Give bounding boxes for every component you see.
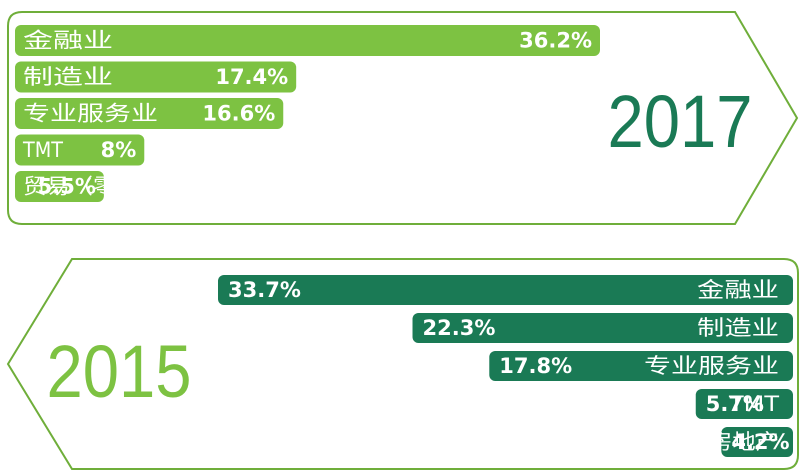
category-label-2015: 专业服务业	[644, 354, 779, 378]
category-label-2017: 贸易（零售）	[23, 175, 163, 199]
bars-2017-group: 金融业 36.2% 制造业 17.4% 专业服务业 16.6% TMT 8% 贸易（零售）5.5…	[15, 25, 600, 202]
bar-2017	[15, 134, 145, 166]
category-label-2017: 制造业	[23, 65, 113, 89]
value-label-2017: 8%	[101, 138, 137, 162]
value-label-2017: 16.6%	[202, 102, 275, 126]
value-label-2015: 33.7%	[228, 278, 301, 302]
value-label-2017: 5.5%	[38, 175, 96, 199]
bar-2017	[15, 98, 284, 129]
bar-2015	[489, 351, 793, 381]
panel-2015-arrow-outline	[6, 258, 799, 470]
bar-2017	[15, 61, 297, 93]
value-label-2015: 22.3%	[423, 316, 496, 340]
bar-2017	[15, 25, 600, 56]
bar-2017	[15, 171, 104, 202]
bar-2015	[218, 275, 793, 305]
value-label-2015: 4.2%	[731, 430, 789, 454]
value-label-2015: 17.8%	[499, 354, 572, 378]
panel-2017-arrow-outline	[7, 11, 799, 225]
bar-2015	[721, 427, 793, 457]
year-2015-label: 2015	[47, 330, 192, 413]
value-label-2017: 36.2%	[519, 29, 592, 53]
bars-2015-group: 33.7% 金融业 22.3% 制造业 17.8% 专业服务业 5.7%TMT 4.2%房地产	[218, 275, 793, 457]
category-label-2015: 房地产	[709, 430, 779, 454]
category-label-2017: 专业服务业	[23, 102, 158, 126]
category-label-2017: 金融业	[23, 29, 113, 53]
category-label-2017: TMT	[22, 138, 63, 162]
category-label-2015: 制造业	[697, 316, 779, 340]
category-label-2015: TMT	[728, 392, 779, 416]
bar-2015	[695, 389, 793, 419]
category-label-2015: 金融业	[697, 278, 779, 302]
value-label-2015: 5.7%	[706, 392, 764, 416]
year-2017-label: 2017	[608, 80, 753, 163]
value-label-2017: 17.4%	[215, 65, 288, 89]
bar-2015	[412, 313, 793, 343]
